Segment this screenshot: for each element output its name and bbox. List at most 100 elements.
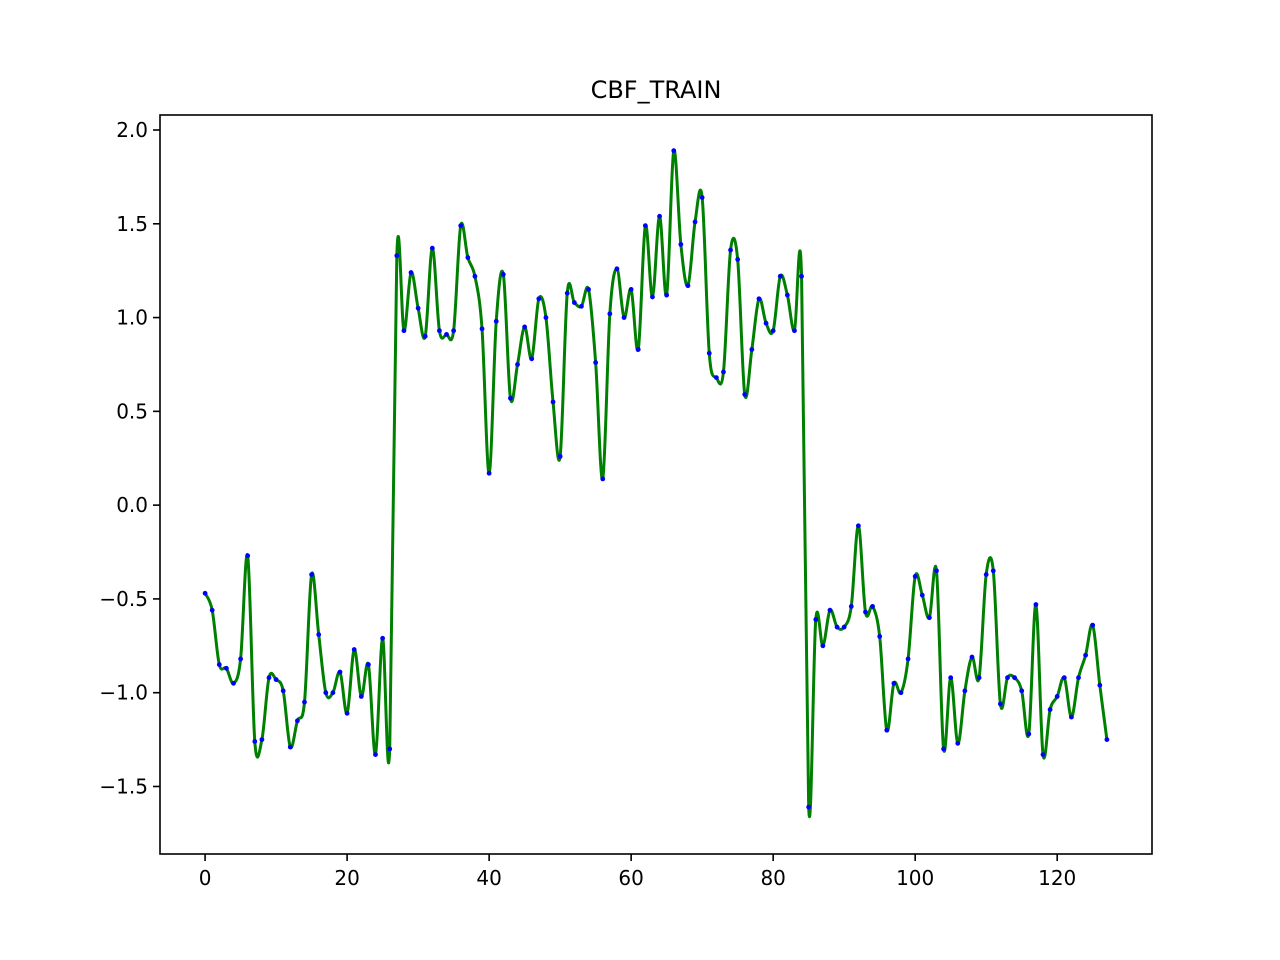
data-point [1005, 675, 1010, 681]
data-point [252, 739, 258, 744]
data-point [983, 572, 989, 577]
x-tick-label: 0 [199, 866, 212, 890]
data-point [728, 247, 733, 253]
y-tick-label: −0.5 [99, 587, 148, 611]
data-point [401, 328, 407, 334]
data-point [962, 688, 968, 694]
data-point [287, 744, 293, 750]
data-point [564, 290, 570, 296]
data-point [735, 257, 741, 262]
data-point [912, 574, 918, 579]
data-point [877, 634, 883, 639]
data-point [1061, 675, 1067, 681]
data-point [998, 701, 1003, 707]
data-point [813, 617, 819, 622]
data-point [941, 746, 946, 752]
data-point [493, 318, 499, 324]
data-point [579, 303, 584, 309]
y-tick-label: 2.0 [116, 118, 148, 142]
y-tick-label: 1.0 [116, 306, 148, 330]
y-tick-label: −1.5 [99, 774, 148, 798]
data-point [1019, 688, 1025, 694]
data-point [756, 296, 762, 302]
data-point [1090, 622, 1096, 628]
data-point [699, 195, 705, 200]
y-tick-label: −1.0 [99, 681, 148, 705]
data-point [458, 223, 464, 229]
data-point [777, 273, 783, 279]
data-point [650, 294, 655, 300]
data-point [358, 694, 364, 699]
data-point [295, 718, 300, 724]
data-point [721, 369, 726, 375]
plot-area [202, 148, 1110, 819]
data-point [1069, 714, 1074, 720]
data-point [437, 328, 442, 334]
data-point [1054, 694, 1060, 699]
data-point [990, 568, 996, 574]
data-point [863, 609, 868, 615]
data-point [678, 242, 684, 247]
data-point [891, 680, 897, 686]
plot-frame [159, 114, 1153, 855]
data-point [1076, 675, 1081, 681]
data-point [522, 324, 528, 330]
data-point [898, 690, 904, 696]
data-point [692, 219, 698, 225]
data-point [223, 665, 229, 671]
data-point [855, 523, 861, 529]
data-point [1040, 752, 1046, 757]
data-point [969, 654, 975, 660]
data-point [444, 332, 449, 337]
data-point [926, 615, 932, 621]
data-point [1097, 682, 1103, 688]
y-tick-label: 1.5 [116, 212, 148, 236]
data-point [245, 553, 251, 559]
data-point [1012, 675, 1017, 681]
data-point [1047, 707, 1053, 712]
data-point [976, 675, 982, 681]
data-point [749, 347, 755, 352]
data-point [1026, 731, 1032, 737]
data-point [884, 727, 890, 733]
data-point [905, 656, 911, 662]
data-point [351, 647, 357, 652]
data-point [827, 607, 833, 613]
axes: 0 20 40 60 80 100 120 −1.5 −1.0 −0.5 0.0 0.5 1.0 1.5 2… [99, 114, 1153, 890]
data-point [763, 320, 769, 326]
y-tick-label: 0.5 [116, 399, 148, 423]
data-point [870, 604, 875, 609]
data-point [955, 740, 961, 746]
data-point [266, 675, 272, 681]
x-tick-label: 60 [618, 866, 643, 890]
data-point [216, 662, 222, 667]
data-point [273, 677, 279, 682]
data-point [259, 737, 265, 742]
data-point [664, 292, 670, 298]
data-point [642, 223, 648, 229]
data-point [373, 752, 378, 757]
data-point [479, 326, 485, 332]
data-point [529, 356, 535, 362]
data-point [550, 399, 556, 405]
data-point [671, 148, 677, 154]
x-tick-label: 80 [760, 866, 785, 890]
data-point [280, 688, 286, 694]
data-point [202, 590, 208, 596]
data-point [706, 350, 712, 356]
x-tick-label: 20 [334, 866, 359, 890]
data-point [451, 328, 457, 334]
data-point [593, 360, 599, 365]
data-point [486, 470, 492, 476]
data-point [394, 253, 400, 259]
data-point [635, 347, 641, 352]
data-point [500, 272, 506, 277]
chart-title: CBF_TRAIN [591, 76, 722, 104]
data-point [323, 690, 329, 696]
x-tick-label: 120 [1038, 866, 1076, 890]
data-point [848, 604, 854, 609]
data-point [614, 266, 620, 272]
data-point [657, 213, 662, 219]
x-tick-label: 40 [476, 866, 501, 890]
